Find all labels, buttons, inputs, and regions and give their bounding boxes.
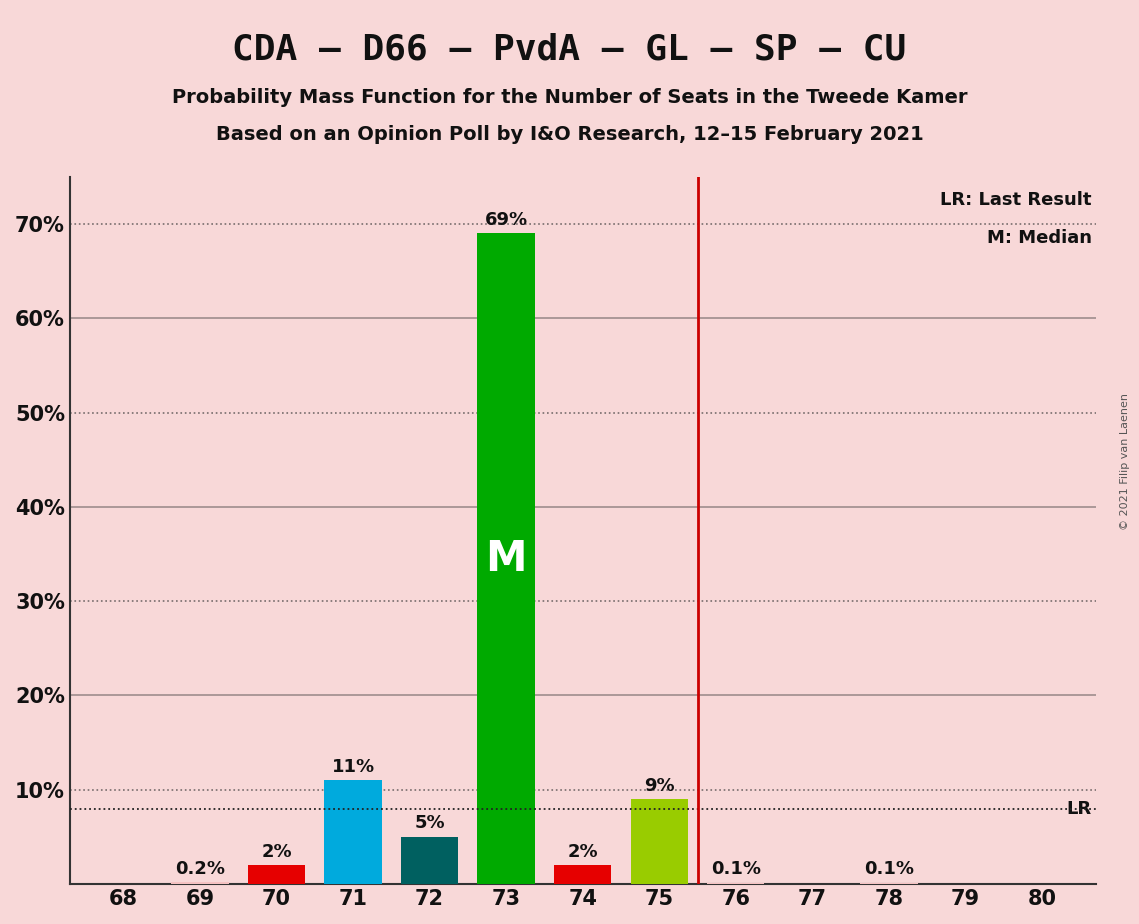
Text: 0.2%: 0.2%: [175, 859, 226, 878]
Text: 0.1%: 0.1%: [863, 860, 913, 879]
Text: M: Median: M: Median: [986, 228, 1091, 247]
Text: 69%: 69%: [484, 211, 527, 228]
Bar: [631, 799, 688, 884]
Text: CDA – D66 – PvdA – GL – SP – CU: CDA – D66 – PvdA – GL – SP – CU: [232, 32, 907, 67]
Bar: [401, 837, 458, 884]
Text: Probability Mass Function for the Number of Seats in the Tweede Kamer: Probability Mass Function for the Number…: [172, 88, 967, 107]
Bar: [325, 781, 382, 884]
Bar: [707, 883, 764, 884]
Text: 9%: 9%: [644, 776, 674, 795]
Text: 2%: 2%: [567, 843, 598, 860]
Bar: [860, 883, 918, 884]
Bar: [248, 865, 305, 884]
Bar: [171, 882, 229, 884]
Text: Based on an Opinion Poll by I&O Research, 12–15 February 2021: Based on an Opinion Poll by I&O Research…: [215, 125, 924, 144]
Text: 2%: 2%: [261, 843, 292, 860]
Text: © 2021 Filip van Laenen: © 2021 Filip van Laenen: [1121, 394, 1130, 530]
Bar: [477, 233, 535, 884]
Text: M: M: [485, 538, 527, 579]
Bar: [554, 865, 612, 884]
Text: LR: LR: [1066, 799, 1091, 818]
Text: 0.1%: 0.1%: [711, 860, 761, 879]
Text: 11%: 11%: [331, 758, 375, 775]
Text: 5%: 5%: [415, 814, 445, 833]
Text: LR: Last Result: LR: Last Result: [940, 191, 1091, 209]
